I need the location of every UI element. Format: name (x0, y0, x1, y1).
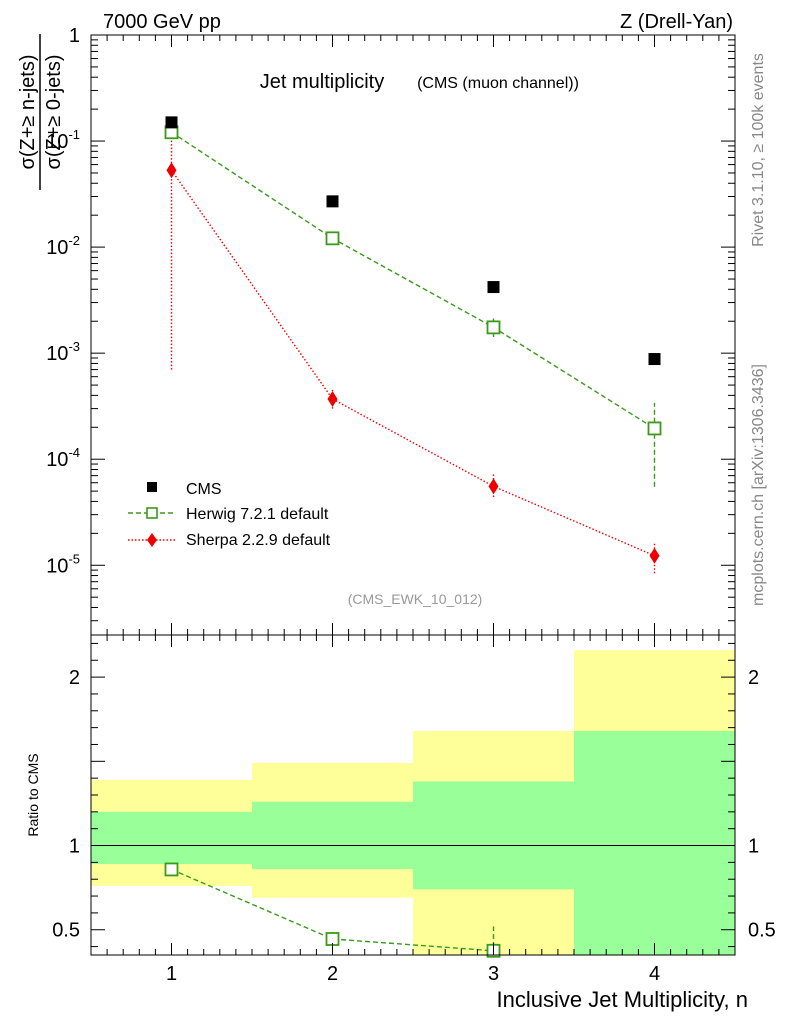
main-series-layer (164, 116, 662, 574)
ratio-y-tick-label-right: 0.5 (748, 920, 776, 942)
ratio-ylabel: Ratio to CMS (25, 753, 41, 836)
main-plot-title: Jet multiplicity (260, 71, 384, 93)
main-y-tick-label: 1 (69, 25, 80, 47)
rivet-version-label: Rivet 3.1.10, ≥ 100k events (750, 53, 767, 247)
ratio-y-tick-label-right: 2 (748, 667, 759, 689)
ratio-y-tick-label-left: 0.5 (52, 920, 80, 942)
ratio-band-green (413, 781, 574, 890)
main-y-tick-label: 10-5 (46, 551, 80, 577)
ratio-herwig-line (171, 868, 494, 952)
ratio-y-tick-label-left: 1 (69, 836, 80, 858)
main-axis-ticks (91, 34, 735, 635)
ratio-band-green (91, 811, 252, 865)
main-ylabel-bottom: σ(Z+≥ 0-jets) (43, 55, 65, 170)
main-cms-point (165, 116, 178, 129)
ratio-y-tick-labels-right: 0.5 1 2 (748, 667, 776, 942)
main-ylabel-top: σ(Z+≥ n-jets) (17, 55, 39, 170)
ratio-band-green (574, 731, 735, 955)
main-y-tick-labels: 10-5 10-4 10-3 10-2 10-1 1 (46, 25, 80, 577)
main-y-tick-label: 10-1 (46, 127, 80, 153)
main-cms-point (326, 195, 339, 208)
legend: CMS Herwig 7.2.1 default Sherpa 2.2.9 de… (128, 481, 331, 549)
legend-marker-herwig (146, 507, 158, 519)
main-cms-point (487, 281, 500, 294)
main-herwig-line (171, 131, 655, 430)
main-herwig-point (486, 320, 501, 335)
main-plot-subtitle: (CMS (muon channel)) (417, 75, 579, 92)
main-y-tick-label: 10-3 (46, 339, 80, 365)
x-tick-label: 1 (166, 963, 177, 985)
header-left: 7000 GeV pp (103, 11, 221, 33)
main-sherpa-point (166, 162, 177, 179)
x-tick-label: 3 (488, 963, 499, 985)
main-sherpa-point (327, 390, 338, 407)
header-right: Z (Drell-Yan) (620, 11, 733, 33)
x-tick-label: 2 (327, 963, 338, 985)
ratio-plot-panel: 0.5 1 2 0.5 1 2 1 2 3 4 Ratio to CMS Inclusive … (25, 634, 776, 1012)
x-tick-labels: 1 2 3 4 (166, 963, 660, 985)
mcplots-label: mcplots.cern.ch [arXiv:1306.3436] (750, 364, 767, 606)
main-herwig-point (325, 231, 340, 246)
ratio-y-tick-label-right: 1 (748, 836, 759, 858)
legend-marker-cms (147, 482, 157, 492)
main-herwig-point (647, 421, 662, 436)
x-tick-label: 4 (649, 963, 660, 985)
main-y-tick-label: 10-4 (46, 445, 80, 471)
main-sherpa-point (649, 547, 660, 564)
ratio-band-green (252, 801, 413, 870)
legend-item-sherpa: Sherpa 2.2.9 default (128, 532, 331, 549)
main-sherpa-line (170, 169, 655, 557)
ratio-uncertainty-bands (91, 650, 735, 955)
legend-label-cms: CMS (186, 481, 222, 498)
ratio-y-tick-labels-left: 0.5 1 2 (52, 667, 80, 942)
main-plot-panel: 10-5 10-4 10-3 10-2 10-1 1 Jet multiplicity (… (46, 25, 736, 636)
analysis-tag: (CMS_EWK_10_012) (348, 591, 483, 607)
ratio-series-layer (164, 862, 501, 958)
legend-item-cms: CMS (147, 481, 222, 498)
legend-item-herwig: Herwig 7.2.1 default (128, 506, 329, 523)
legend-marker-sherpa (147, 533, 157, 547)
legend-label-sherpa: Sherpa 2.2.9 default (186, 532, 331, 549)
ratio-y-tick-label-left: 2 (69, 667, 80, 689)
main-cms-point (648, 353, 661, 366)
main-sherpa-point (488, 478, 499, 495)
main-ylabel: σ(Z+≥ n-jets) σ(Z+≥ 0-jets) (17, 34, 65, 190)
main-y-tick-label: 10-2 (46, 233, 80, 259)
x-axis-label: Inclusive Jet Multiplicity, n (497, 987, 748, 1012)
legend-label-herwig: Herwig 7.2.1 default (186, 506, 329, 523)
ratio-herwig-point (164, 862, 179, 877)
ratio-axis-ticks (91, 635, 735, 955)
